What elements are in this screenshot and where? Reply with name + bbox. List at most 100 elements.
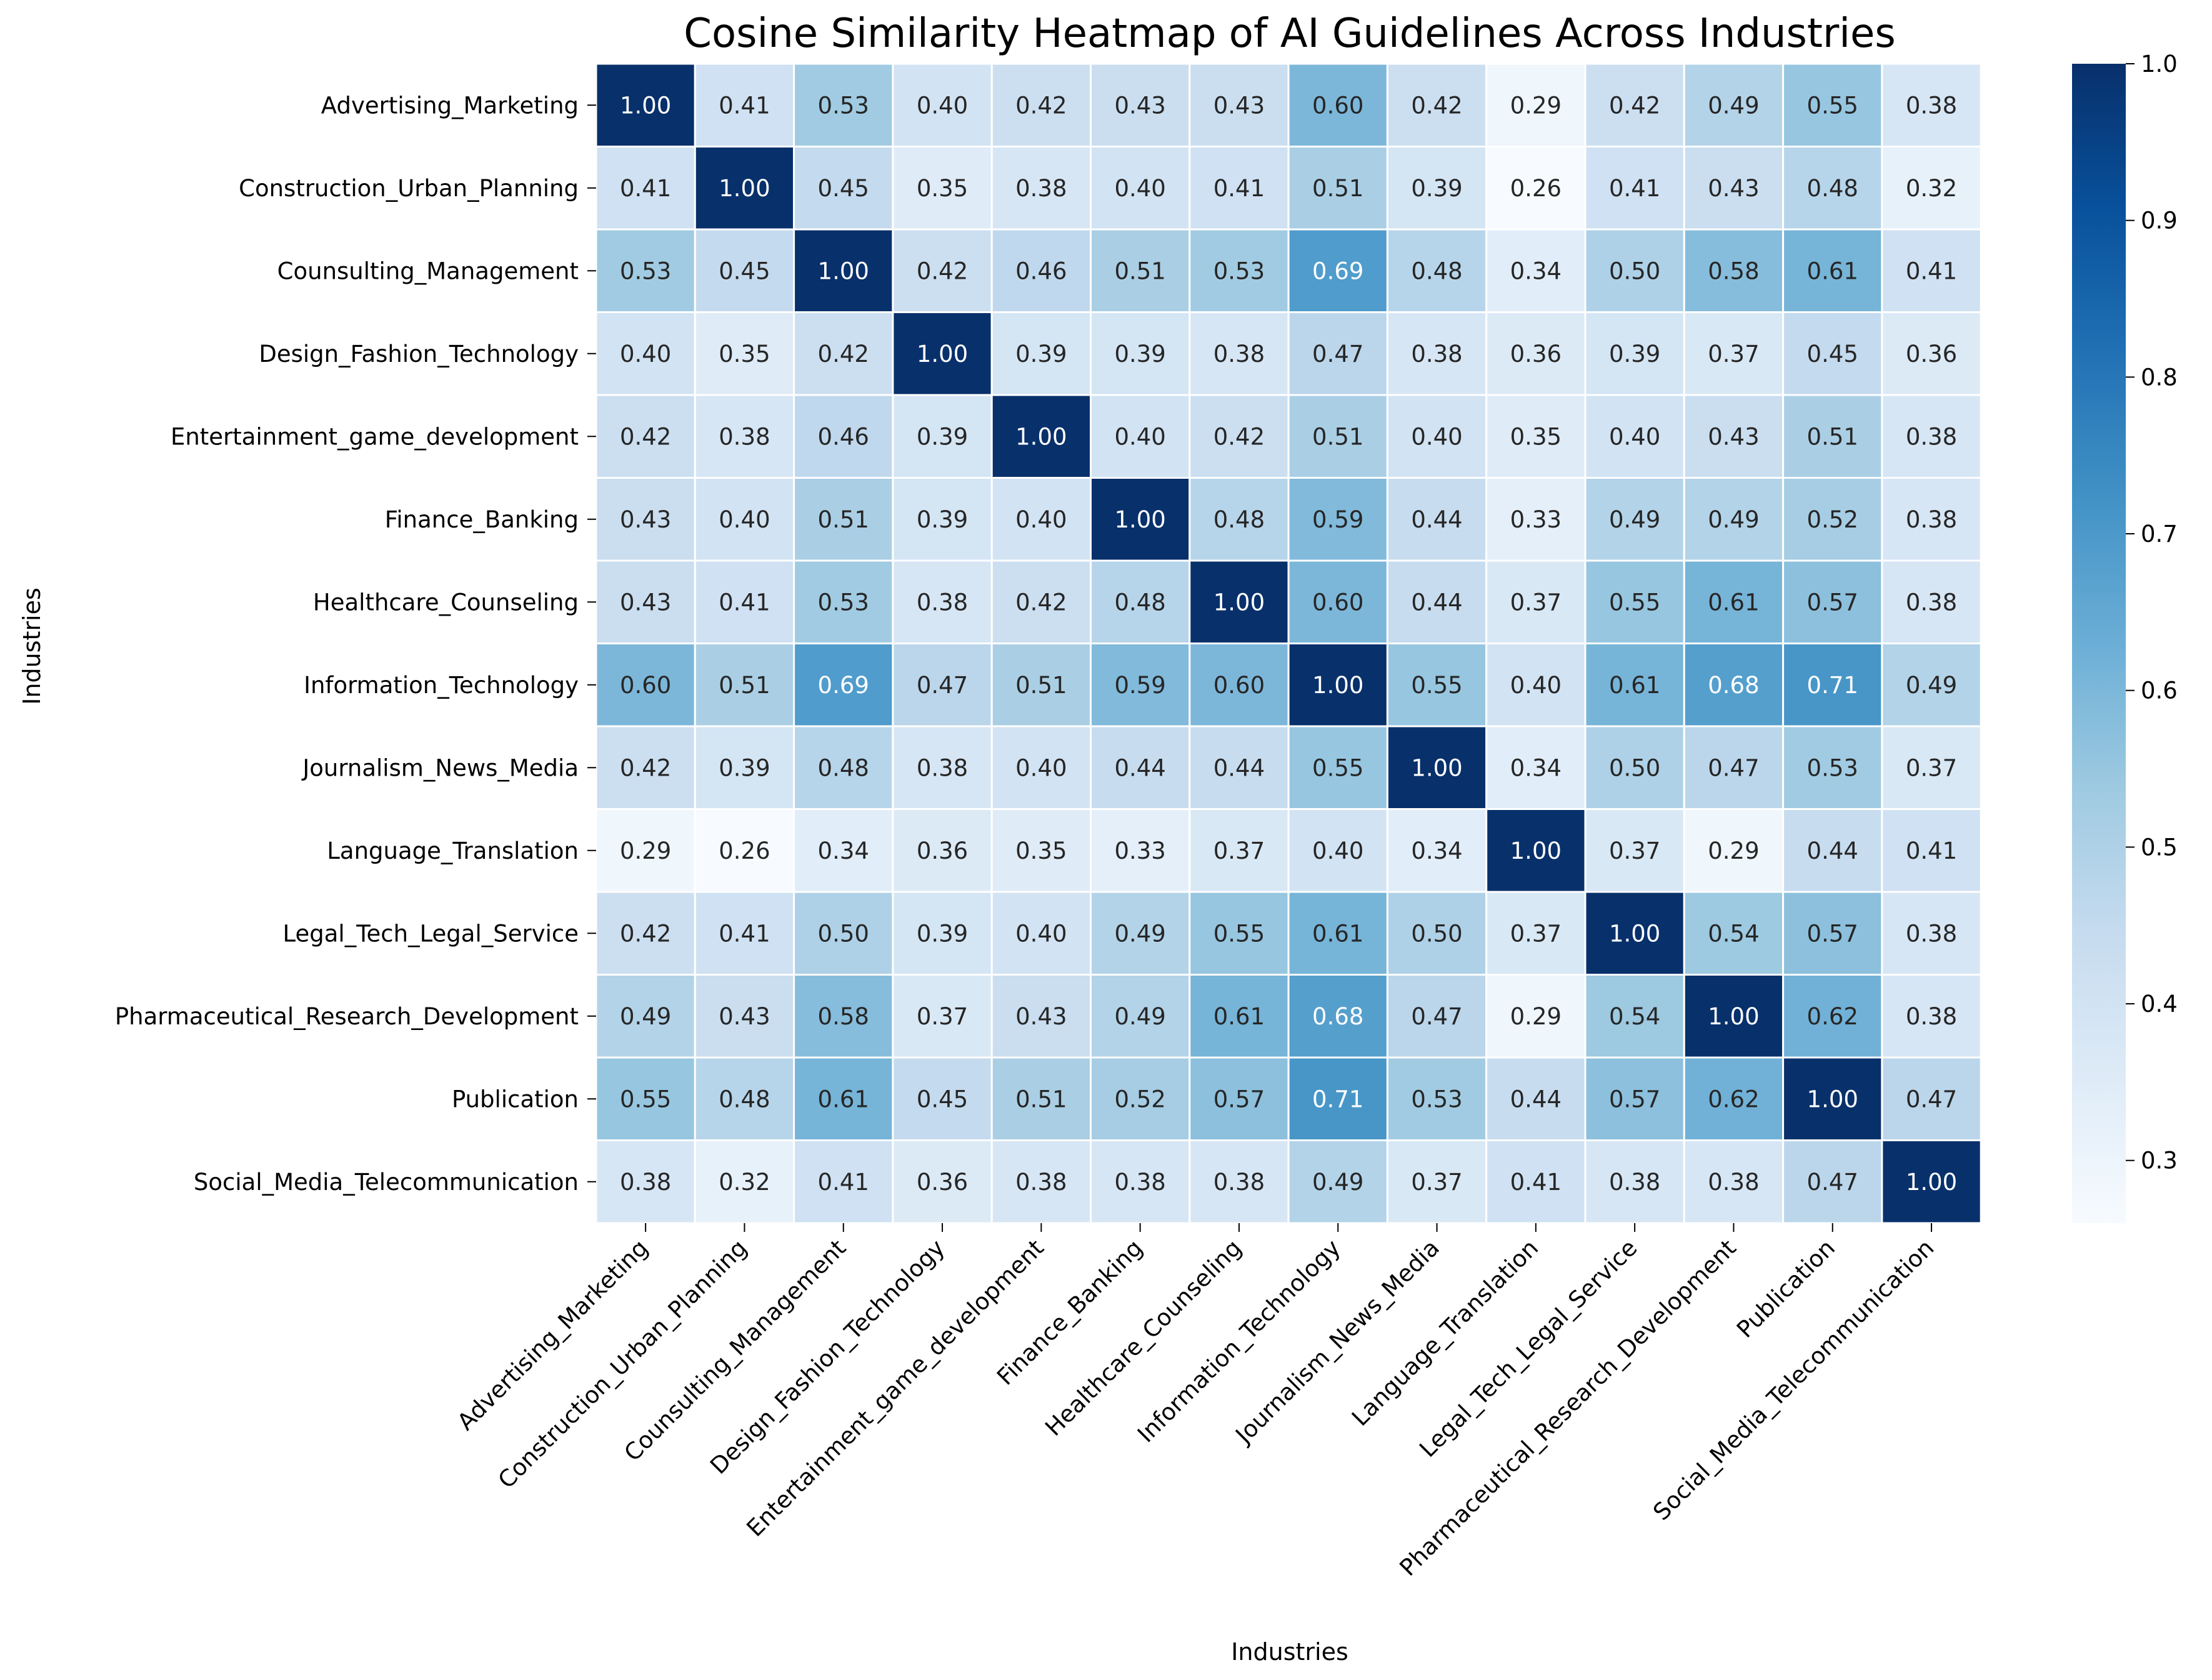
- heatmap-cell: [1188, 559, 1290, 644]
- y-axis-label: Industries: [18, 588, 46, 705]
- cell-value-label: 0.62: [1708, 1086, 1759, 1112]
- heatmap-cell: [1287, 1056, 1388, 1141]
- cell-value-label: 0.35: [719, 341, 770, 368]
- cell-value-label: 0.38: [1906, 92, 1957, 119]
- cell-value-label: 0.69: [818, 672, 869, 699]
- heatmap-cell: [1485, 642, 1587, 728]
- cell-value-label: 1.00: [620, 92, 671, 119]
- cell-value-label: 0.59: [1114, 672, 1165, 699]
- cell-value-label: 0.55: [1609, 589, 1660, 616]
- cell-value-label: 1.00: [1708, 1003, 1759, 1030]
- cell-value-label: 0.26: [719, 838, 770, 864]
- y-tick-label: Entertainment_game_development: [171, 423, 579, 450]
- cell-value-label: 0.55: [1411, 672, 1462, 699]
- cell-value-label: 0.48: [818, 754, 869, 781]
- heatmap-cell: [1782, 1139, 1883, 1224]
- cell-value-label: 0.41: [719, 589, 770, 616]
- y-tick-label: Information_Technology: [304, 672, 579, 699]
- cell-value-label: 0.38: [1411, 341, 1462, 368]
- heatmap-cell: [1090, 311, 1191, 396]
- cell-value-label: 0.43: [1114, 92, 1165, 119]
- x-tick-label: Journalism_News_Media: [1230, 1234, 1445, 1449]
- heatmap-cell: [793, 808, 894, 893]
- colorbar-gradient: [2072, 64, 2126, 1223]
- heatmap-cell: [892, 642, 993, 728]
- cell-value-label: 0.41: [719, 92, 770, 119]
- cell-value-label: 0.39: [917, 920, 968, 947]
- heatmap-cell: [1881, 725, 1982, 810]
- cell-value-label: 0.49: [620, 1003, 671, 1030]
- cell-value-label: 0.68: [1708, 672, 1759, 699]
- heatmap-cell: [1287, 311, 1388, 396]
- cell-value-label: 1.00: [1510, 838, 1562, 864]
- cell-value-label: 0.45: [719, 258, 770, 284]
- cell-value-label: 0.45: [818, 175, 869, 202]
- y-tick-label: Pharmaceutical_Research_Development: [115, 1003, 579, 1030]
- heatmap-cell-labels: 1.00 0.41 0.53 0.40 0.42 0.43 0.43 0.60 0.42 0.29…: [620, 92, 1957, 1196]
- cell-value-label: 0.47: [1906, 1086, 1957, 1112]
- cell-value-label: 0.43: [1708, 175, 1759, 202]
- cell-value-label: 0.42: [818, 341, 869, 368]
- cell-value-label: 0.29: [1510, 1003, 1562, 1030]
- cell-value-label: 0.60: [620, 672, 671, 699]
- heatmap-cell: [1287, 974, 1388, 1059]
- cell-value-label: 0.34: [1510, 258, 1562, 284]
- cell-value-label: 0.43: [620, 506, 671, 533]
- cell-value-label: 0.61: [1312, 920, 1363, 947]
- heatmap-cell: [892, 725, 993, 810]
- cell-value-label: 0.38: [719, 423, 770, 450]
- cell-value-label: 0.37: [1708, 341, 1759, 368]
- cell-value-label: 1.00: [1213, 589, 1265, 616]
- heatmap-cell: [1584, 311, 1685, 396]
- heatmap-cell: [1386, 228, 1488, 313]
- cell-value-label: 1.00: [1906, 1169, 1957, 1196]
- cell-value-label: 0.61: [1213, 1003, 1265, 1030]
- heatmap-cell: [990, 808, 1092, 893]
- heatmap-cell: [1287, 808, 1388, 893]
- heatmap-cell: [1287, 477, 1388, 562]
- x-axis-label: Industries: [1231, 1638, 1348, 1666]
- heatmap-cell: [595, 62, 696, 148]
- cell-value-label: 0.55: [620, 1086, 671, 1112]
- cell-value-label: 0.43: [719, 1003, 770, 1030]
- heatmap-cell: [1881, 146, 1982, 231]
- heatmap-cell: [1683, 559, 1785, 644]
- heatmap-cell: [1683, 808, 1785, 893]
- cell-value-label: 0.39: [1015, 341, 1067, 368]
- cell-value-label: 0.38: [1906, 589, 1957, 616]
- cell-value-label: 0.43: [1213, 92, 1265, 119]
- y-tick-labels: Advertising_Marketing Construction_Urban_…: [115, 92, 596, 1196]
- heatmap-cell: [595, 974, 696, 1059]
- cell-value-label: 0.42: [1015, 92, 1067, 119]
- heatmap-cell: [1881, 1139, 1982, 1224]
- cell-value-label: 0.51: [1312, 423, 1363, 450]
- y-tick-label: Healthcare_Counseling: [313, 589, 579, 616]
- heatmap-cell: [1683, 1139, 1785, 1224]
- cell-value-label: 0.36: [917, 1169, 968, 1196]
- cell-value-label: 0.48: [1114, 589, 1165, 616]
- cell-value-label: 0.39: [917, 423, 968, 450]
- cell-value-label: 0.61: [1609, 672, 1660, 699]
- heatmap-cell: [1090, 891, 1191, 976]
- heatmap-cell: [694, 477, 795, 562]
- heatmap-cell: [1782, 146, 1883, 231]
- cell-value-label: 0.26: [1510, 175, 1562, 202]
- heatmap-cell: [990, 1056, 1092, 1141]
- heatmap-cell: [990, 642, 1092, 728]
- cell-value-label: 1.00: [818, 258, 869, 284]
- cell-value-label: 0.47: [1708, 754, 1759, 781]
- cell-value-label: 0.52: [1807, 506, 1858, 533]
- heatmap-cell: [1683, 891, 1785, 976]
- y-tick-label: Construction_Urban_Planning: [239, 175, 579, 202]
- cell-value-label: 0.54: [1708, 920, 1759, 947]
- cell-value-label: 0.32: [1906, 175, 1957, 202]
- cell-value-label: 0.37: [917, 1003, 968, 1030]
- cell-value-label: 0.50: [1411, 920, 1462, 947]
- cell-value-label: 0.68: [1312, 1003, 1363, 1030]
- cell-value-label: 0.34: [818, 838, 869, 864]
- cell-value-label: 0.57: [1807, 589, 1858, 616]
- heatmap-cell: [1287, 725, 1388, 810]
- y-tick-label: Advertising_Marketing: [321, 92, 579, 119]
- heatmap-cell: [1584, 559, 1685, 644]
- cell-value-label: 0.39: [1609, 341, 1660, 368]
